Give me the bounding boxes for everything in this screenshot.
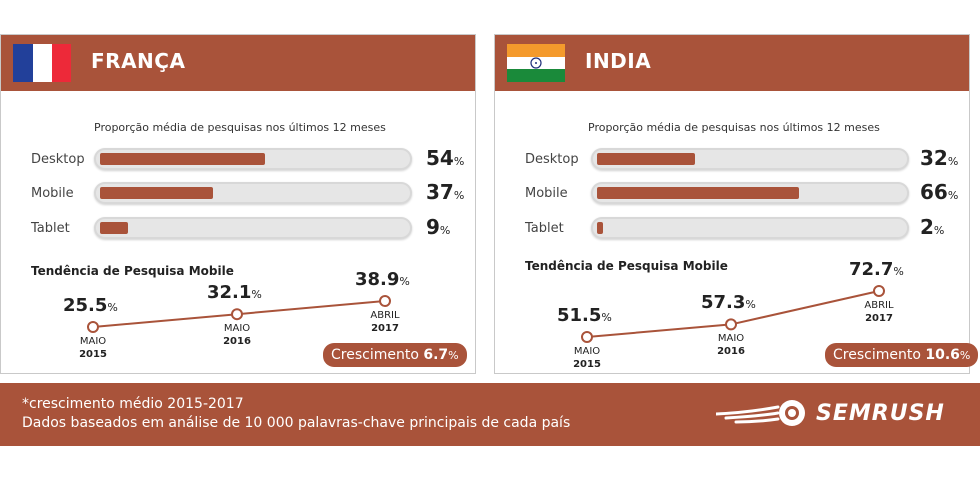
- trend-date: MAIO 2015: [573, 346, 601, 370]
- trend-value: 32.1%: [207, 282, 262, 304]
- panel-france: FRANÇA Proporção média de pesquisas nos …: [0, 34, 476, 374]
- bar-mobile: [100, 187, 213, 199]
- device-label: Tablet: [31, 221, 70, 236]
- trend-date: ABRIL 2017: [864, 300, 894, 324]
- logo-text: SEMRUSH: [816, 401, 945, 426]
- device-label: Mobile: [525, 186, 568, 201]
- bar-value: 37%: [426, 180, 465, 204]
- device-label: Desktop: [31, 152, 85, 167]
- trend-date: MAIO 2016: [223, 323, 251, 348]
- trend-line-chart: [87, 295, 391, 333]
- trend-date: MAIO 2015: [79, 336, 107, 360]
- trend-title: Tendência de Pesquisa Mobile: [525, 259, 728, 273]
- trend-title: Tendência de Pesquisa Mobile: [31, 264, 234, 278]
- bar-mobile: [597, 187, 799, 199]
- trend-point: [379, 295, 391, 307]
- device-label: Mobile: [31, 186, 74, 201]
- bar-track: [591, 148, 909, 170]
- bar-tablet: [100, 222, 128, 234]
- bar-track: [94, 148, 412, 170]
- bar-track: [591, 182, 909, 204]
- growth-badge: Crescimento 10.6%: [825, 343, 979, 367]
- trend-point: [873, 285, 885, 297]
- country-name: FRANÇA: [91, 49, 186, 73]
- bar-desktop: [597, 153, 695, 165]
- chart-subtitle: Proporção média de pesquisas nos últimos…: [94, 121, 386, 134]
- bar-value: 66%: [920, 180, 959, 204]
- trend-point: [581, 331, 593, 343]
- trend-point: [725, 318, 737, 331]
- bar-track: [94, 217, 412, 239]
- trend-value: 38.9%: [355, 269, 410, 290]
- trend-date: MAIO 2016: [717, 333, 745, 358]
- bar-tablet: [597, 222, 603, 234]
- panel-header: INDIA: [495, 35, 969, 91]
- bar-value: 9%: [426, 215, 451, 239]
- growth-badge: Crescimento 6.7%: [323, 343, 467, 367]
- france-flag-icon: [13, 44, 71, 82]
- data-source: Dados baseados em análise de 10 000 pala…: [22, 415, 571, 431]
- panel-header: FRANÇA: [1, 35, 475, 91]
- bar-value: 54%: [426, 146, 465, 170]
- bar-track: [94, 182, 412, 204]
- flame-ball-icon: [716, 400, 805, 426]
- bar-desktop: [100, 153, 265, 165]
- india-flag-icon: [507, 44, 565, 82]
- footnote: *crescimento médio 2015-2017: [22, 396, 244, 412]
- chart-subtitle: Proporção média de pesquisas nos últimos…: [588, 121, 880, 134]
- trend-value: 51.5%: [557, 305, 612, 326]
- trend-value: 72.7%: [849, 259, 904, 280]
- footer: *crescimento médio 2015-2017 Dados basea…: [0, 383, 980, 446]
- bar-value: 32%: [920, 146, 959, 170]
- device-label: Desktop: [525, 152, 579, 167]
- panel-india: INDIA Proporção média de pesquisas nos ú…: [494, 34, 979, 374]
- trend-value: 25.5%: [63, 295, 118, 316]
- trend-date: ABRIL 2017: [370, 310, 400, 334]
- trend-point: [231, 308, 243, 321]
- trend-value: 57.3%: [701, 292, 756, 314]
- country-name: INDIA: [585, 49, 652, 73]
- trend-line-chart: [581, 285, 885, 343]
- device-label: Tablet: [525, 221, 564, 236]
- trend-point: [87, 321, 99, 333]
- bar-track: [591, 217, 909, 239]
- bar-value: 2%: [920, 215, 945, 239]
